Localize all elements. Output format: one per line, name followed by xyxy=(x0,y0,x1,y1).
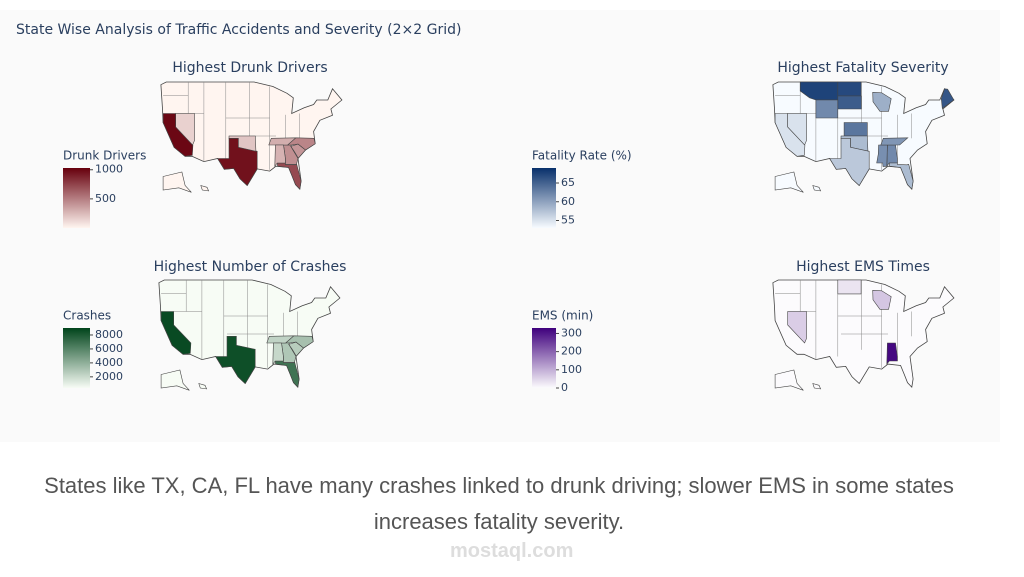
colorbar-tick-label: 4000 xyxy=(95,356,123,369)
alaska xyxy=(774,369,804,391)
colorbar-title: Crashes xyxy=(63,309,111,323)
watermark: mostaql.com xyxy=(450,540,574,562)
subplot-title: Highest Drunk Drivers xyxy=(172,60,327,76)
state xyxy=(228,135,257,152)
colorbar-tick-label: 200 xyxy=(561,345,582,358)
colorbar-tick-label: 8000 xyxy=(95,328,123,341)
colorbar-tick-label: 1000 xyxy=(95,163,123,176)
figure-title: State Wise Analysis of Traffic Accidents… xyxy=(16,22,461,38)
state xyxy=(815,99,839,119)
state xyxy=(288,341,304,357)
state xyxy=(843,122,868,137)
colorbar xyxy=(63,168,90,228)
colorbar-tick-label: 6000 xyxy=(95,342,123,355)
state xyxy=(215,335,256,384)
state xyxy=(284,335,314,349)
state xyxy=(272,342,284,365)
colorbar-title: Fatality Rate (%) xyxy=(532,149,632,163)
state xyxy=(940,88,955,110)
colorbar-tick-label: 65 xyxy=(561,176,575,189)
subplot-title: Highest Number of Crashes xyxy=(154,259,347,275)
state xyxy=(217,138,258,186)
state xyxy=(286,137,316,151)
alaska xyxy=(162,171,192,193)
state xyxy=(872,289,892,310)
colorbar-tick-label: 60 xyxy=(561,195,575,208)
colorbar-title: Drunk Drivers xyxy=(63,149,146,163)
state xyxy=(880,137,909,146)
colorbar-tick-label: 100 xyxy=(561,363,582,376)
caption: States like TX, CA, FL have many crashes… xyxy=(44,473,954,534)
us-outline xyxy=(772,279,955,388)
figure: State Wise Analysis of Traffic Accidents… xyxy=(16,22,955,394)
colorbar-tick-label: 2000 xyxy=(95,370,123,383)
colorbar-tick-label: 500 xyxy=(95,192,116,205)
state xyxy=(837,81,862,97)
subplot-title: Highest EMS Times xyxy=(796,259,930,275)
colorbar xyxy=(63,328,90,388)
state xyxy=(290,143,306,159)
state xyxy=(829,138,870,186)
hawaii xyxy=(198,383,208,390)
colorbar xyxy=(532,328,556,388)
subplot-title: Highest Fatality Severity xyxy=(777,60,948,76)
colorbar-tick-label: 0 xyxy=(561,381,568,394)
state xyxy=(787,311,807,344)
colorbar xyxy=(532,168,556,228)
state xyxy=(872,91,892,112)
state xyxy=(274,144,286,168)
state xyxy=(888,162,914,190)
state xyxy=(787,113,807,146)
alaska xyxy=(774,171,804,193)
state xyxy=(886,342,898,365)
hawaii xyxy=(200,185,210,192)
hawaii xyxy=(812,185,822,192)
state xyxy=(837,95,862,110)
state xyxy=(160,311,192,355)
state xyxy=(837,279,862,295)
colorbar-title: EMS (min) xyxy=(532,309,593,323)
alaska xyxy=(160,369,190,391)
state xyxy=(175,113,195,146)
hawaii xyxy=(812,383,822,390)
colorbar-tick-label: 300 xyxy=(561,326,582,339)
colorbar-tick-label: 55 xyxy=(561,214,575,227)
state xyxy=(876,144,888,167)
